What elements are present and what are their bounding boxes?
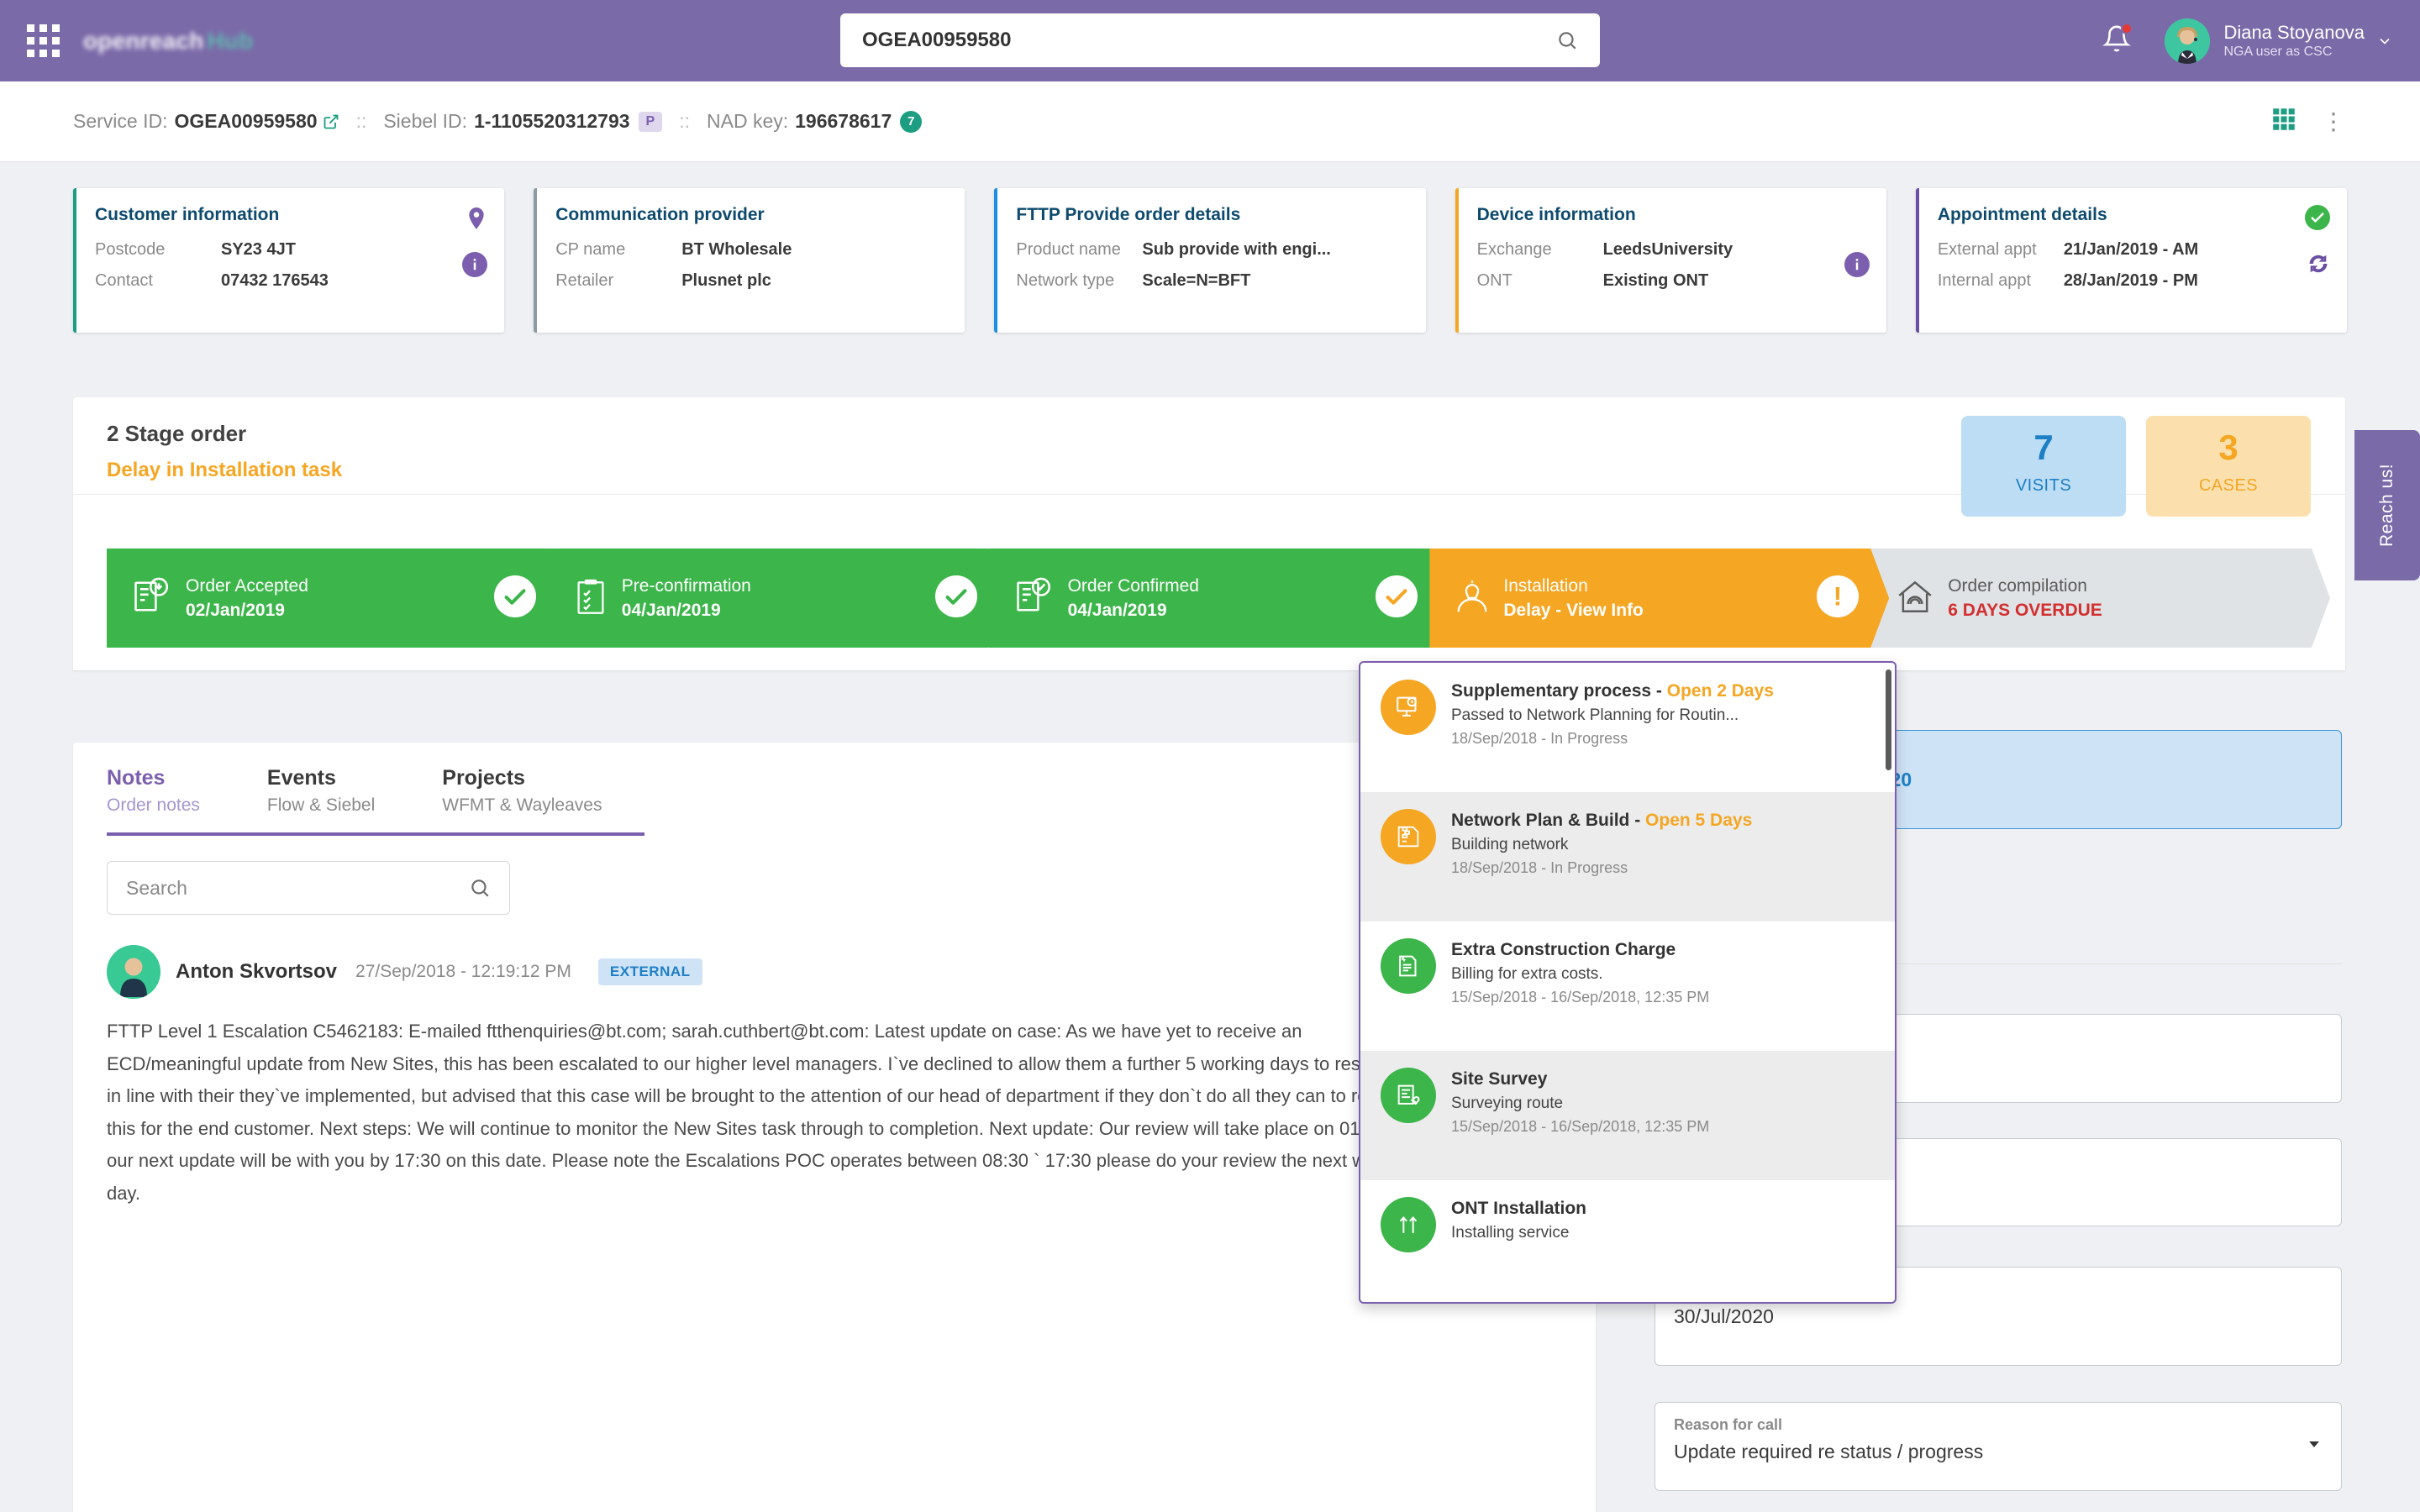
svg-text:!: !	[1833, 581, 1842, 611]
